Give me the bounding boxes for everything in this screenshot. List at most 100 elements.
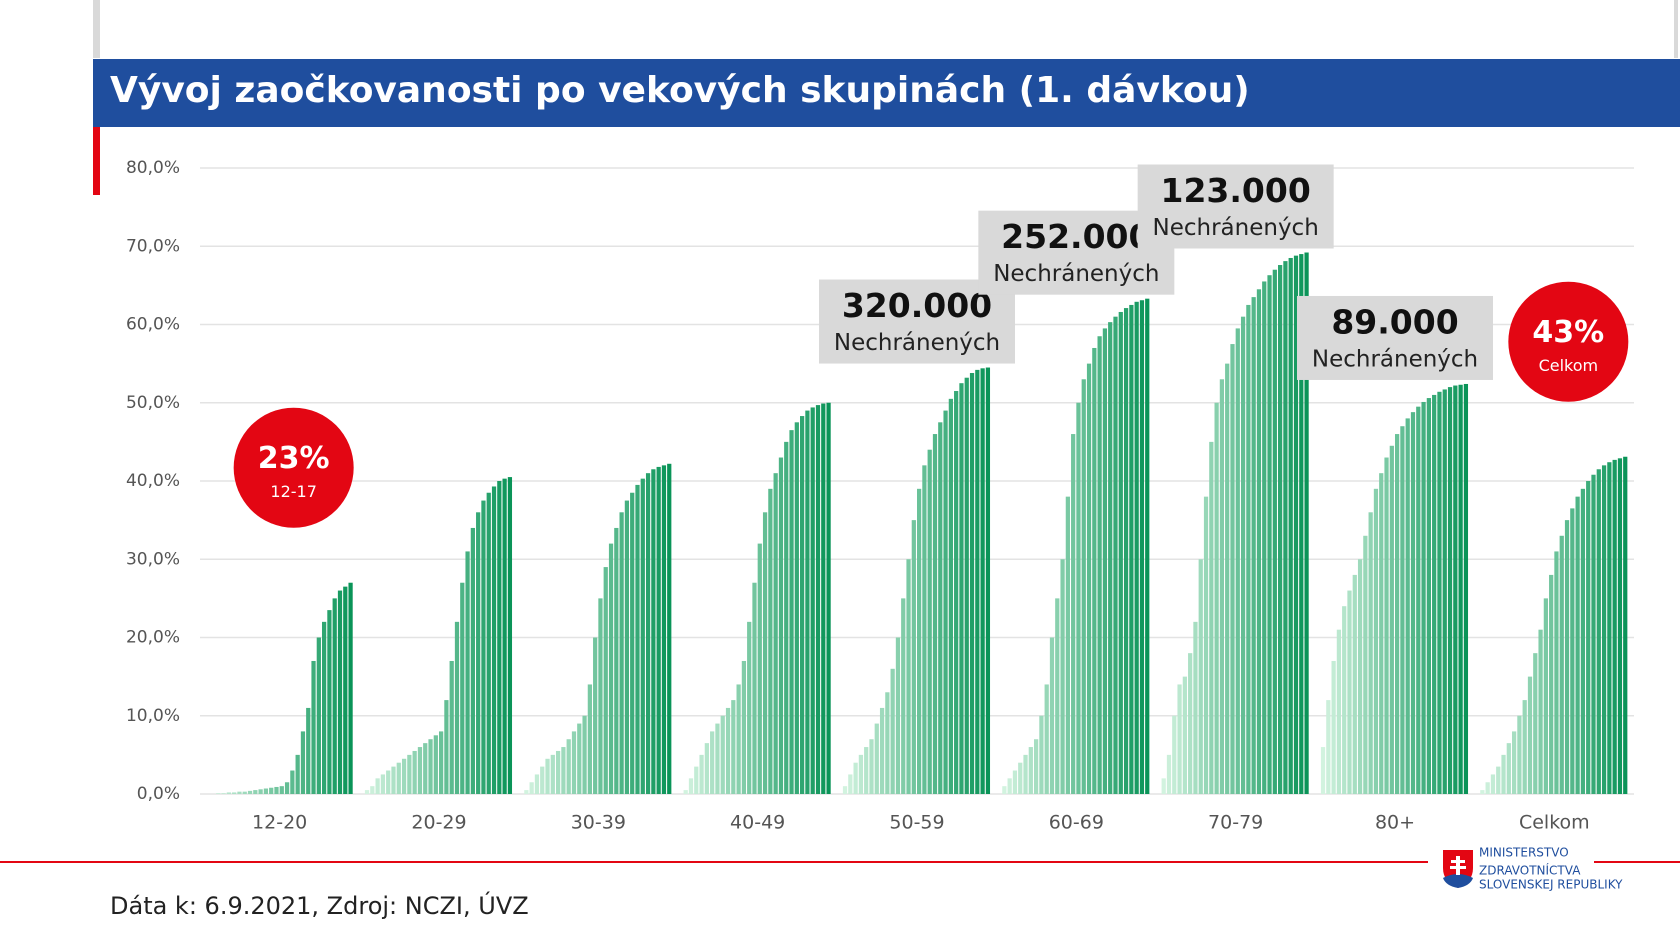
bar [460,582,465,794]
bar [1395,434,1400,794]
bar [1060,559,1065,794]
bar [332,598,337,794]
x-tick-label: 80+ [1375,812,1415,834]
bar [948,398,953,794]
bar [1480,790,1485,794]
bar [370,786,375,794]
bar [1262,281,1267,794]
bar [1591,474,1596,794]
y-tick-label: 0,0% [137,784,180,804]
annotation-text: Nechránených [993,261,1159,287]
bar [784,441,789,794]
x-tick-label: 40-49 [730,812,785,834]
bar [1198,559,1203,794]
logo-text: MINISTERSTVO [1479,846,1569,860]
bar [497,481,502,794]
bar [710,731,715,794]
y-tick-label: 60,0% [126,315,180,335]
bar [821,403,826,794]
bar [1161,778,1166,794]
bar [853,762,858,794]
bar [1496,766,1501,794]
logo: MINISTERSTVO ZDRAVOTNÍCTVA SLOVENSKEJ RE… [1428,846,1623,892]
bar [1002,786,1007,794]
bar [932,434,938,794]
bar [1193,621,1198,794]
bar [502,478,507,794]
bar [540,766,545,794]
y-tick-label: 50,0% [126,393,180,413]
bar [667,463,672,794]
bar [895,637,901,794]
bar [1607,462,1612,794]
bar [375,778,380,794]
bar [1511,731,1517,794]
bar [1326,700,1331,794]
bar [1278,265,1283,794]
bar [491,486,497,794]
bar [794,422,799,794]
bar [386,770,391,794]
bar [1501,754,1506,794]
bar [1485,782,1490,794]
bar [964,377,969,794]
bar [1304,252,1309,794]
bar [778,457,784,794]
bar [1490,774,1496,794]
bar [661,465,667,794]
bar [1432,394,1437,794]
x-tick-label: 50-59 [889,812,944,834]
bar [401,758,407,794]
bar [1564,520,1570,794]
bar [1342,606,1347,794]
bar [645,473,651,794]
x-tick-label: 30-39 [571,812,626,834]
bar [768,488,773,794]
bar [725,707,731,794]
bar [1049,637,1055,794]
annotation-number: 123.000 [1161,171,1311,210]
bar [885,692,890,794]
annotation-text: Nechránených [1312,346,1478,372]
badge [1508,281,1629,402]
bar [348,582,353,794]
bar [1230,344,1235,794]
bar [364,790,370,794]
bar [486,492,491,794]
bar [1458,384,1463,794]
bar [1203,496,1209,794]
bar [1283,261,1288,794]
bar [1463,383,1469,794]
bar [1065,496,1070,794]
bar [507,477,513,794]
bar [1410,412,1416,794]
annotation-box [1137,164,1334,249]
bar [1113,316,1118,794]
bar [571,731,577,794]
bar [237,791,242,794]
bar [1177,684,1182,794]
bar [969,373,975,794]
bar [635,484,640,794]
x-tick-label: 60-69 [1049,812,1104,834]
bar [1299,254,1304,794]
annotation-box [1297,295,1493,380]
footer: Dáta k: 6.9.2021, Zdroj: NCZI, ÚVZ [110,890,529,920]
bar [1554,551,1559,794]
bar [1044,684,1049,794]
bar [1570,508,1575,794]
bar [694,766,699,794]
bar [720,715,725,794]
bar [598,598,603,794]
bar [1039,715,1044,794]
bar [1214,402,1219,794]
bar [1028,747,1033,794]
bar [439,731,444,794]
bar [858,754,864,794]
bar [1533,653,1538,794]
bar [773,473,778,794]
bar [582,715,587,794]
x-tick-label: 70-79 [1208,812,1263,834]
bar [534,774,540,794]
bar [428,739,433,794]
